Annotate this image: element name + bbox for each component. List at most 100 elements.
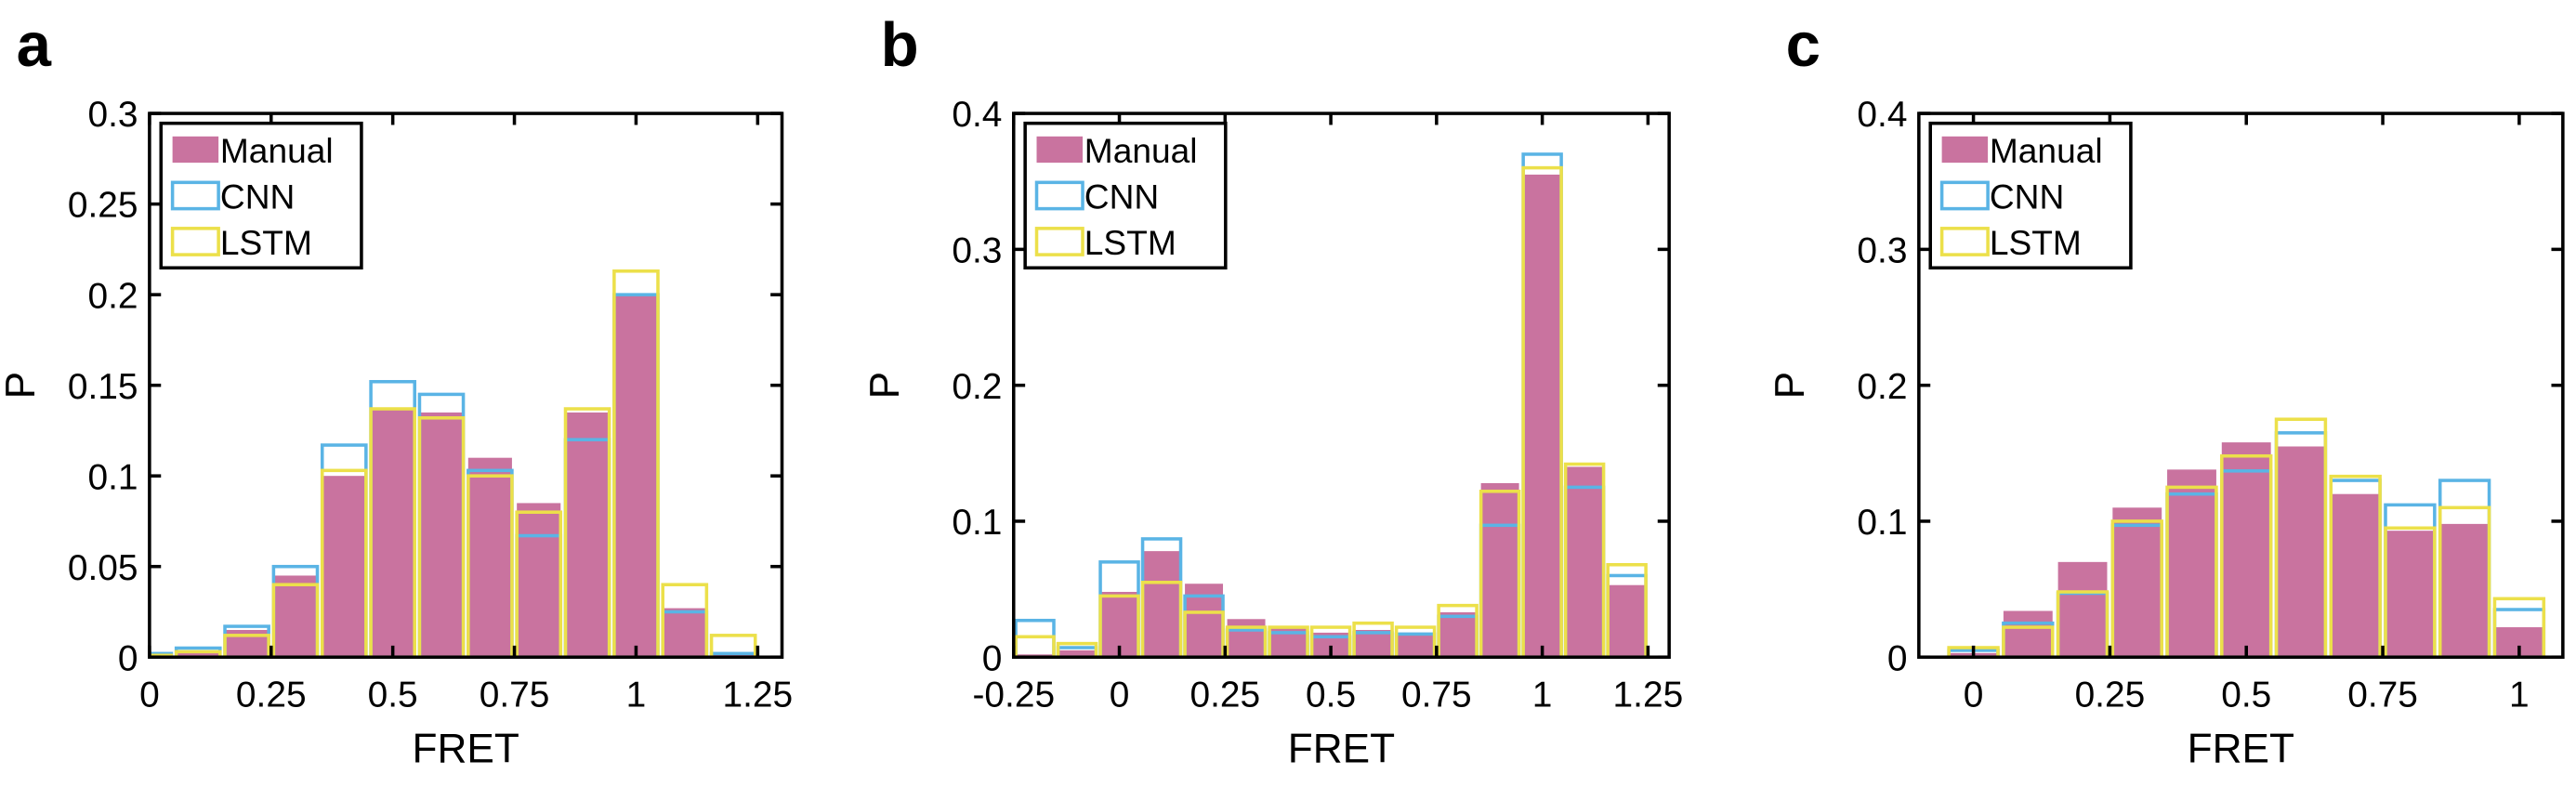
y-tick-label: 0.2	[952, 367, 1002, 407]
panel-label: c	[1786, 10, 1820, 80]
bar	[2003, 610, 2053, 658]
bar	[223, 634, 270, 658]
bar	[1608, 584, 1647, 658]
x-tick-label: 0	[1110, 675, 1130, 715]
y-tick-label: 0.15	[68, 367, 138, 407]
y-tick-label: 0.3	[952, 231, 1002, 271]
bar	[515, 510, 563, 658]
bar	[1309, 625, 1352, 658]
x-tick-label: 0.5	[2221, 675, 2271, 715]
x-tick-label: -0.25	[972, 675, 1055, 715]
bar	[371, 409, 415, 658]
bar	[1227, 619, 1266, 658]
bar	[1394, 625, 1437, 658]
bar	[176, 651, 220, 658]
bar	[1183, 610, 1225, 658]
bar	[2276, 446, 2326, 658]
x-tick-label: 1.25	[722, 675, 793, 715]
bar	[1354, 629, 1393, 658]
bar	[271, 583, 320, 658]
x-tick-label: 0.75	[2347, 675, 2418, 715]
bar	[565, 412, 610, 658]
x-axis-label: FRET	[2188, 726, 2294, 771]
bar	[1439, 611, 1478, 658]
bar	[2329, 474, 2382, 658]
y-tick-label: 0	[118, 638, 138, 678]
bar	[663, 608, 707, 658]
legend-label: Manual	[1990, 131, 2103, 170]
y-tick-label: 0.2	[87, 276, 138, 316]
legend-swatch	[1939, 180, 1990, 211]
bar	[2384, 526, 2437, 658]
x-tick-label: 0	[139, 675, 160, 715]
y-tick-label: 0.1	[1857, 503, 1907, 543]
y-tick-label: 0.25	[68, 186, 138, 226]
bar	[2167, 469, 2216, 658]
x-tick-label: 0.5	[1306, 675, 1356, 715]
bar	[1480, 482, 1519, 658]
bar	[709, 634, 757, 658]
bar	[711, 653, 756, 658]
x-tick-label: 0.75	[480, 675, 550, 715]
bar	[1268, 625, 1309, 658]
bar	[1014, 635, 1056, 658]
y-tick-label: 0.3	[87, 95, 138, 135]
x-axis-label: FRET	[1288, 726, 1395, 771]
y-tick-label: 0.1	[87, 457, 138, 497]
y-tick-label: 0.1	[952, 503, 1002, 543]
bar	[612, 269, 660, 658]
legend-swatch	[170, 227, 220, 256]
legend-label: Manual	[1084, 131, 1198, 170]
y-tick-label: 0.3	[1857, 231, 1907, 271]
x-axis-label: FRET	[413, 726, 519, 771]
bar	[2385, 531, 2435, 658]
bar	[174, 649, 222, 658]
x-tick-label: 0	[1964, 675, 1984, 715]
bar	[1098, 594, 1140, 658]
y-tick-label: 0.4	[1857, 95, 1907, 135]
bar	[2057, 561, 2108, 658]
bar	[1396, 632, 1435, 658]
bar	[2221, 442, 2271, 658]
legend-swatch	[1034, 227, 1084, 256]
bar	[369, 407, 416, 658]
legend-label: LSTM	[1084, 223, 1176, 262]
legend-label: CNN	[1084, 177, 1159, 216]
bar	[563, 407, 611, 658]
y-tick-label: 0.2	[1857, 367, 1907, 407]
bar	[273, 575, 318, 658]
bar	[467, 457, 512, 658]
panel: -0.25 0 0.25 0.5 0.75 1 1.2500.10.20.30.4FRETP…	[862, 10, 1683, 772]
bar	[2220, 453, 2273, 658]
x-tick-label: 1	[626, 675, 647, 715]
bar	[1352, 621, 1394, 658]
x-tick-label: 1	[2509, 675, 2530, 715]
y-tick-label: 0.05	[68, 548, 138, 588]
bar	[613, 295, 658, 658]
x-tick-label: 0.75	[1401, 675, 1472, 715]
bar	[322, 476, 366, 658]
bar	[2112, 507, 2162, 658]
bar	[1479, 489, 1521, 658]
panel-label: b	[881, 10, 919, 80]
bar	[517, 503, 561, 658]
legend-swatch	[172, 136, 219, 164]
legend-swatch	[170, 180, 220, 211]
bar	[417, 416, 466, 658]
bar	[1056, 641, 1098, 658]
x-tick-label: 0.25	[2075, 675, 2146, 715]
legend-swatch	[1939, 227, 1990, 256]
bar	[1565, 466, 1604, 658]
legend-label: Manual	[220, 131, 334, 170]
x-tick-label: 0.25	[236, 675, 307, 715]
x-tick-label: 1	[1532, 675, 1553, 715]
legend-label: LSTM	[220, 223, 312, 262]
bar	[1606, 562, 1648, 658]
y-tick-label: 0	[982, 638, 1003, 678]
legend-label: LSTM	[1990, 223, 2082, 262]
y-axis-label: P	[862, 372, 908, 399]
bar	[2492, 597, 2546, 658]
y-axis-label: P	[1768, 372, 1813, 399]
bar	[1225, 625, 1268, 658]
